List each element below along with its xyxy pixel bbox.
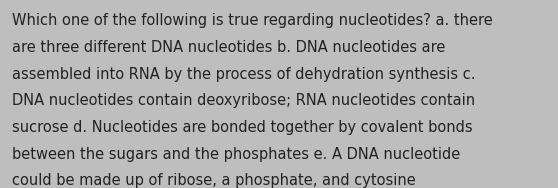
Text: could be made up of ribose, a phosphate, and cytosine: could be made up of ribose, a phosphate,…: [12, 173, 416, 188]
Text: are three different DNA nucleotides b. DNA nucleotides are: are three different DNA nucleotides b. D…: [12, 40, 446, 55]
Text: DNA nucleotides contain deoxyribose; RNA nucleotides contain: DNA nucleotides contain deoxyribose; RNA…: [12, 93, 475, 108]
Text: between the sugars and the phosphates e. A DNA nucleotide: between the sugars and the phosphates e.…: [12, 147, 460, 162]
Text: Which one of the following is true regarding nucleotides? a. there: Which one of the following is true regar…: [12, 13, 493, 28]
Text: assembled into RNA by the process of dehydration synthesis c.: assembled into RNA by the process of deh…: [12, 67, 476, 82]
Text: sucrose d. Nucleotides are bonded together by covalent bonds: sucrose d. Nucleotides are bonded togeth…: [12, 120, 473, 135]
